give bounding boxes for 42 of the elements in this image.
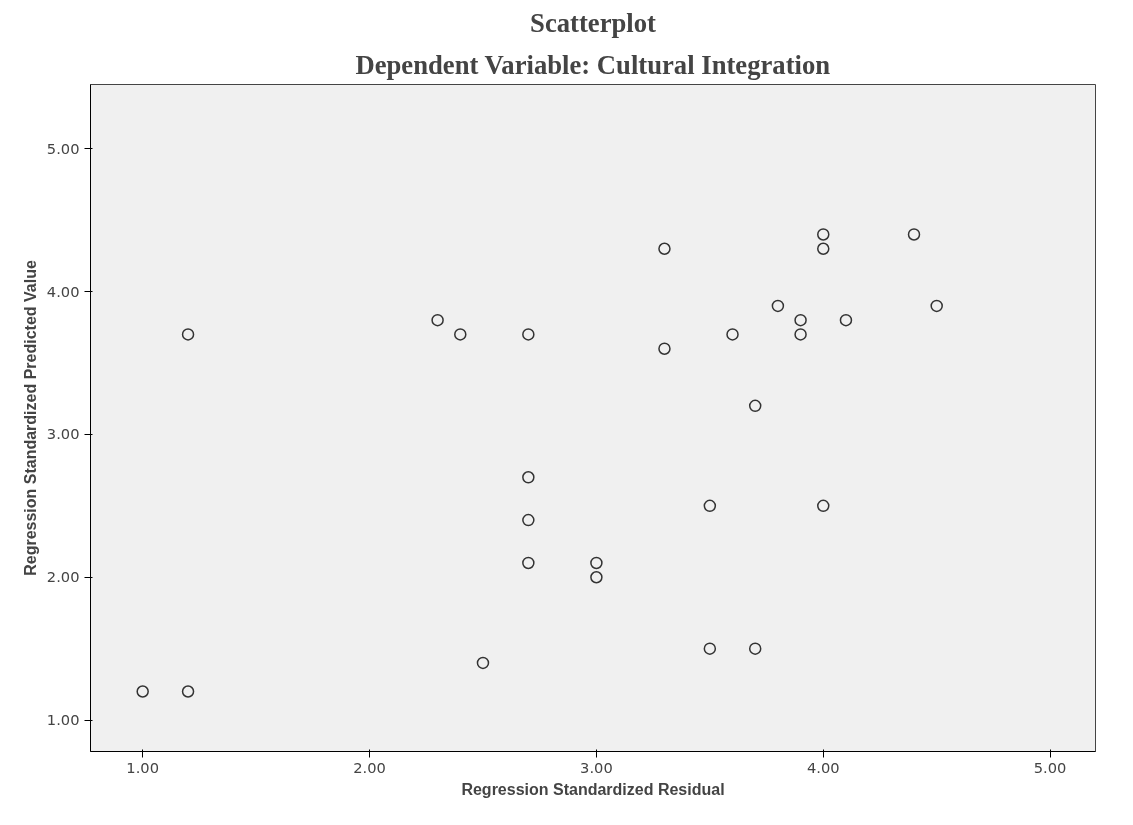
x-tick-label: 1.00 [126,758,159,776]
point [703,499,717,513]
y-tick-label: 3.00 [46,425,80,443]
point [590,556,603,570]
point [817,228,830,241]
point [817,499,830,513]
x-tick-label: 5.00 [1033,758,1067,776]
point [794,328,807,341]
x-tick-label: 2.00 [353,758,386,776]
point [907,228,921,241]
point [748,642,762,655]
chart-title: Scatterplot [530,7,657,38]
point [658,242,671,255]
point [522,556,535,570]
y-tick-label: 4.00 [46,282,80,300]
point [181,685,195,698]
chart-subtitle: Dependent Variable: Cultural Integration [355,49,831,80]
point [726,328,739,341]
point [748,399,762,413]
point [703,642,717,655]
x-axis-title: Regression Standardized Residual [461,780,725,798]
point [771,299,785,313]
x-tick-label: 4.00 [806,758,840,776]
point [136,685,149,698]
point [454,328,467,341]
point [839,313,853,327]
y-axis-title: Regression Standardized Predicted Value [21,260,39,576]
point [658,342,671,355]
point [522,328,535,341]
y-tick-label: 5.00 [46,139,80,157]
point [431,313,444,327]
point [817,242,830,255]
point [181,328,195,341]
point [930,299,943,313]
x-tick-label: 3.00 [580,758,613,776]
point [522,513,535,527]
y-tick-label: 2.00 [46,568,80,586]
point [590,571,603,584]
y-tick-label: 1.00 [46,711,80,729]
point [476,656,490,670]
point [522,471,535,484]
point [794,313,807,327]
